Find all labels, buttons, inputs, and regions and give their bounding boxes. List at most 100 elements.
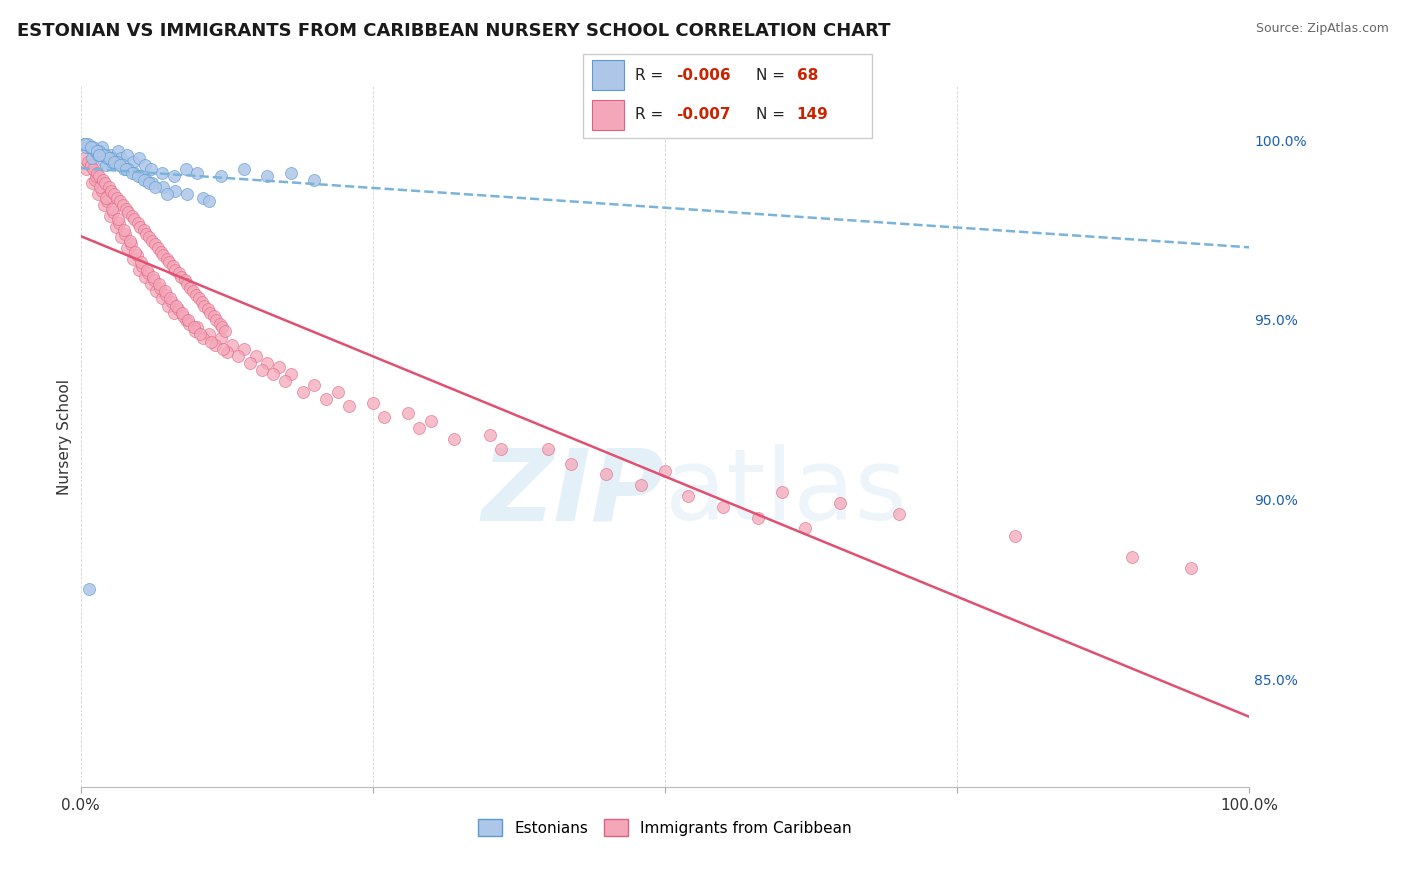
Point — [122, 166, 145, 180]
Text: -0.007: -0.007 — [676, 107, 730, 122]
Point — [200, 334, 222, 349]
Point — [221, 338, 243, 352]
Point — [83, 144, 105, 158]
Point — [75, 161, 97, 176]
Point — [262, 367, 284, 381]
Point — [150, 166, 173, 180]
Point — [89, 180, 111, 194]
Point — [138, 177, 160, 191]
Point — [93, 198, 115, 212]
Point — [173, 273, 195, 287]
Point — [170, 269, 193, 284]
Point — [274, 374, 297, 388]
Point — [155, 287, 177, 301]
Point — [770, 485, 793, 500]
Point — [104, 219, 127, 234]
Point — [166, 302, 188, 317]
Point — [117, 161, 139, 176]
Point — [143, 237, 166, 252]
Text: 68: 68 — [797, 68, 818, 83]
Point — [1180, 561, 1202, 575]
Point — [128, 262, 150, 277]
Point — [215, 345, 238, 359]
Point — [160, 295, 183, 310]
Point — [103, 151, 125, 165]
Point — [152, 180, 174, 194]
Point — [163, 169, 186, 184]
Point — [111, 158, 134, 172]
Point — [193, 299, 215, 313]
Point — [184, 324, 207, 338]
Point — [136, 266, 159, 280]
Point — [711, 500, 734, 514]
Point — [200, 306, 222, 320]
Point — [186, 166, 208, 180]
Point — [139, 277, 162, 291]
Point — [124, 244, 146, 259]
Point — [96, 158, 118, 172]
Point — [269, 359, 291, 374]
Text: Source: ZipAtlas.com: Source: ZipAtlas.com — [1256, 22, 1389, 36]
Point — [94, 147, 117, 161]
Point — [676, 489, 699, 503]
Point — [162, 259, 184, 273]
Point — [135, 173, 157, 187]
Point — [105, 191, 128, 205]
Point — [304, 173, 326, 187]
Point — [191, 295, 214, 310]
Point — [198, 327, 221, 342]
Point — [127, 169, 149, 184]
Point — [304, 377, 326, 392]
Point — [129, 219, 152, 234]
Point — [122, 154, 145, 169]
Point — [100, 151, 122, 165]
Point — [361, 395, 384, 409]
Point — [115, 161, 138, 176]
Point — [280, 166, 302, 180]
Point — [181, 284, 204, 298]
Point — [131, 259, 153, 273]
Point — [77, 582, 100, 597]
FancyBboxPatch shape — [583, 54, 872, 138]
Legend: Estonians, Immigrants from Caribbean: Estonians, Immigrants from Caribbean — [471, 813, 858, 843]
Point — [256, 169, 278, 184]
Point — [105, 154, 128, 169]
Point — [141, 234, 163, 248]
Point — [204, 338, 226, 352]
Point — [98, 209, 121, 223]
Point — [152, 248, 174, 262]
Point — [89, 144, 111, 158]
Point — [141, 177, 163, 191]
Point — [86, 166, 108, 180]
Point — [153, 284, 176, 298]
Point — [84, 169, 107, 184]
Point — [165, 262, 187, 277]
Point — [79, 158, 101, 172]
Point — [96, 191, 118, 205]
Point — [86, 144, 108, 158]
Point — [90, 140, 112, 154]
Point — [214, 324, 236, 338]
Point — [97, 180, 120, 194]
Y-axis label: Nursery School: Nursery School — [58, 379, 72, 495]
Point — [167, 266, 190, 280]
Point — [127, 216, 149, 230]
Point — [478, 428, 501, 442]
Point — [89, 147, 111, 161]
Point — [148, 277, 170, 291]
Point — [117, 205, 139, 219]
Point — [245, 349, 267, 363]
FancyBboxPatch shape — [592, 61, 624, 90]
Point — [172, 310, 194, 324]
Point — [226, 349, 249, 363]
Point — [76, 154, 98, 169]
Point — [145, 284, 167, 298]
Point — [150, 292, 173, 306]
Point — [239, 356, 262, 370]
Point — [208, 317, 231, 331]
Point — [115, 202, 138, 216]
Point — [110, 194, 132, 209]
Point — [89, 169, 111, 184]
Point — [197, 302, 219, 317]
Point — [420, 414, 443, 428]
